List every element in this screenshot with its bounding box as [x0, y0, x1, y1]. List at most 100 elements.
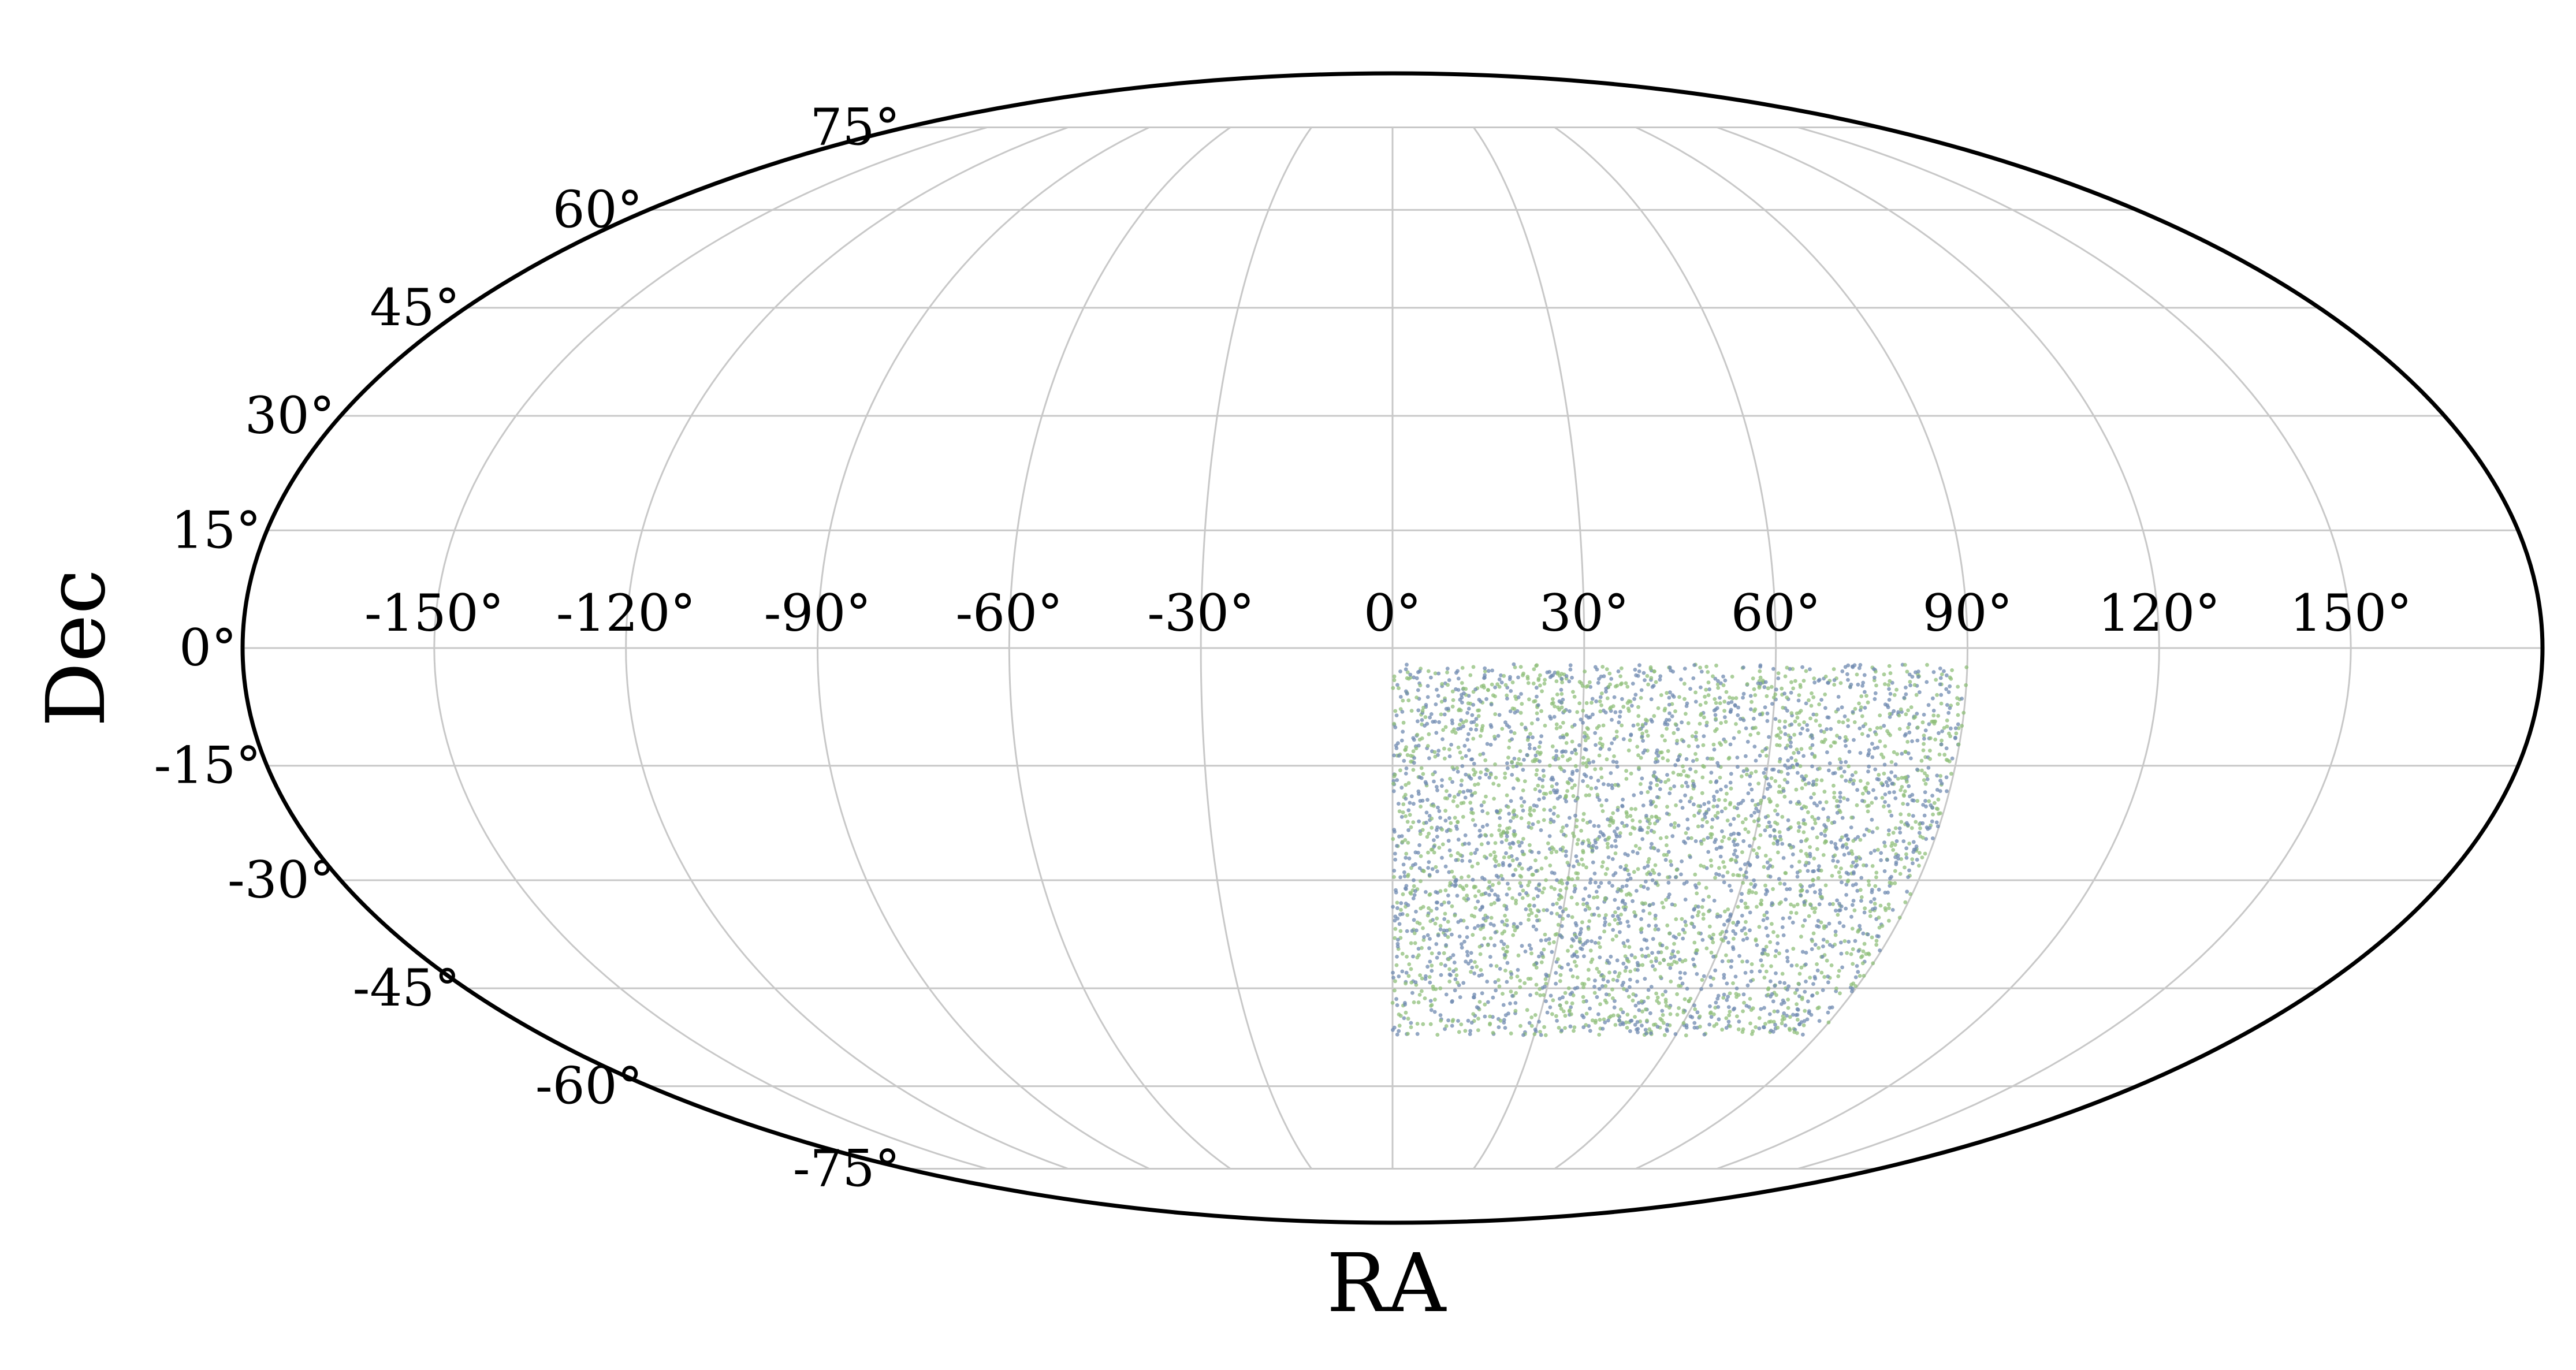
data-point: [1853, 939, 1857, 943]
data-point: [1527, 867, 1531, 872]
data-point: [1812, 792, 1816, 796]
data-point: [1625, 988, 1629, 993]
data-point: [1498, 967, 1502, 971]
data-point: [1699, 987, 1704, 991]
data-point: [1778, 980, 1782, 985]
data-point: [1558, 996, 1562, 1001]
data-point: [1788, 765, 1793, 770]
data-point: [1427, 756, 1431, 761]
data-point: [1919, 758, 1924, 763]
data-point: [1741, 718, 1746, 723]
data-point: [1501, 1003, 1506, 1007]
data-point: [1836, 974, 1841, 978]
data-point: [1715, 804, 1719, 809]
data-point: [1856, 928, 1861, 933]
data-point: [1620, 821, 1624, 825]
data-point: [1584, 793, 1588, 798]
data-point: [1883, 891, 1888, 895]
data-point: [1497, 898, 1501, 902]
data-point: [1662, 708, 1667, 713]
data-point: [1692, 963, 1696, 967]
data-point: [1830, 1005, 1834, 1010]
data-point: [1443, 698, 1447, 703]
data-point: [1708, 1004, 1712, 1008]
data-point: [1887, 906, 1891, 910]
data-point: [1729, 965, 1733, 969]
data-point: [1615, 765, 1620, 769]
data-point: [1588, 877, 1593, 881]
data-point: [1521, 809, 1525, 813]
data-point: [1874, 939, 1879, 943]
data-point: [1677, 695, 1681, 699]
data-point: [1654, 805, 1658, 809]
data-point: [1740, 850, 1744, 854]
data-point: [1713, 713, 1718, 717]
data-point: [1613, 898, 1617, 902]
data-point: [1771, 930, 1775, 935]
data-point: [1592, 895, 1596, 900]
data-point: [1883, 682, 1887, 686]
data-point: [1688, 767, 1692, 772]
data-point: [1696, 913, 1700, 918]
data-point: [1706, 680, 1711, 684]
data-point: [1681, 928, 1685, 932]
data-point: [1810, 691, 1814, 695]
data-point: [1739, 717, 1743, 721]
data-point: [1692, 813, 1696, 818]
data-point: [1587, 906, 1592, 911]
data-point: [1823, 693, 1827, 697]
data-point: [1715, 706, 1719, 710]
data-point: [1882, 672, 1886, 677]
data-point: [1660, 1008, 1665, 1013]
data-point: [1886, 776, 1891, 781]
data-point: [1598, 709, 1603, 714]
data-point: [1603, 896, 1607, 900]
data-point: [1393, 772, 1397, 777]
data-point: [1443, 963, 1447, 968]
data-point: [1914, 844, 1919, 849]
data-point: [1475, 723, 1479, 727]
data-point: [1539, 828, 1543, 832]
data-point: [1889, 881, 1894, 886]
data-point: [1939, 693, 1944, 697]
data-point: [1572, 1029, 1576, 1033]
data-point: [1593, 1021, 1598, 1025]
data-point: [1768, 824, 1773, 828]
data-point: [1558, 914, 1562, 918]
data-point: [1849, 682, 1853, 687]
data-point: [1626, 706, 1631, 711]
data-point: [1580, 841, 1585, 846]
data-point: [1762, 976, 1767, 980]
data-point: [1767, 1012, 1772, 1017]
data-point: [1584, 761, 1589, 765]
data-point: [1610, 937, 1615, 942]
data-point: [1723, 739, 1728, 744]
data-point: [1474, 727, 1479, 732]
data-point: [1673, 709, 1677, 713]
data-point: [1563, 991, 1568, 995]
data-point: [1748, 844, 1752, 848]
data-point: [1790, 852, 1795, 857]
data-point: [1461, 887, 1466, 891]
data-point: [1629, 733, 1633, 738]
data-point: [1542, 908, 1546, 913]
data-point: [1713, 968, 1718, 973]
data-point: [1524, 907, 1528, 911]
data-point: [1653, 967, 1657, 972]
data-point: [1809, 795, 1814, 800]
data-point: [1888, 692, 1893, 696]
data-point: [1748, 774, 1752, 779]
data-point: [1574, 818, 1579, 822]
data-point: [1727, 836, 1732, 841]
data-point: [1542, 791, 1546, 796]
data-point: [1683, 841, 1688, 845]
data-point: [1547, 941, 1552, 945]
data-point: [1716, 679, 1720, 683]
data-point: [1588, 680, 1592, 684]
data-point: [1595, 895, 1599, 899]
data-point: [1393, 858, 1398, 862]
data-point: [1665, 727, 1669, 731]
data-point: [1649, 697, 1654, 702]
data-point: [1597, 1033, 1602, 1037]
data-point: [1405, 753, 1410, 757]
